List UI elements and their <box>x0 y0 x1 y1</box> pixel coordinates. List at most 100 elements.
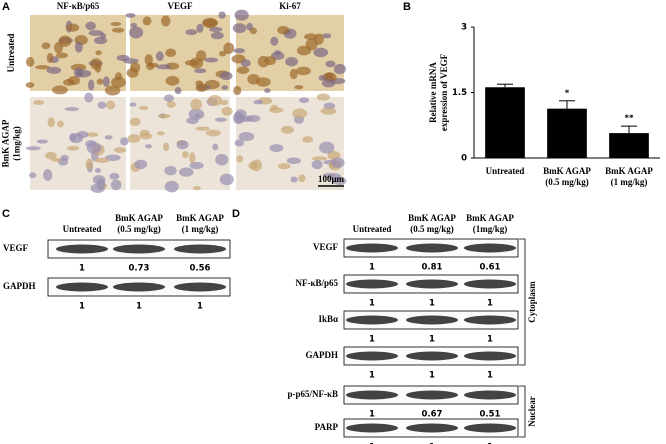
cell <box>313 47 329 58</box>
cell <box>189 161 204 170</box>
cell <box>250 159 263 172</box>
cell <box>51 157 62 162</box>
cell <box>332 176 347 186</box>
cell <box>333 63 346 75</box>
cell <box>184 59 200 66</box>
y-axis-label: Relative mRNA <box>428 62 438 123</box>
cell <box>166 100 176 108</box>
cell <box>214 117 227 122</box>
cell <box>189 152 196 164</box>
cell <box>85 158 94 170</box>
group-label: Cytoplasm <box>527 281 537 323</box>
cell <box>145 144 153 149</box>
cell <box>247 73 260 85</box>
band-value: 1 <box>487 443 493 444</box>
cell <box>318 75 326 81</box>
cell <box>104 135 113 140</box>
cell <box>45 151 57 160</box>
cell <box>156 131 165 136</box>
cell <box>86 142 102 154</box>
cell <box>25 82 35 88</box>
cell <box>218 50 227 57</box>
cell <box>73 67 84 78</box>
cell <box>74 41 83 53</box>
cell <box>232 23 247 34</box>
band <box>464 243 516 253</box>
cell <box>195 126 210 131</box>
cell <box>125 13 136 18</box>
column-header: (0.5 mg/kg) <box>117 224 161 234</box>
cell <box>70 63 87 71</box>
band <box>406 315 458 325</box>
x-tick-label: BmK AGAP <box>605 166 653 176</box>
cell <box>277 25 290 35</box>
cell <box>298 174 306 183</box>
cell <box>331 157 345 169</box>
row-header: (1mg/kg) <box>12 126 22 161</box>
cell <box>32 99 45 105</box>
cell <box>294 85 304 90</box>
cell <box>164 165 177 176</box>
cell <box>321 79 336 88</box>
cell <box>163 94 174 102</box>
cell <box>139 129 150 136</box>
band <box>113 244 165 254</box>
cell <box>194 113 201 118</box>
cell <box>325 60 336 68</box>
band <box>174 244 226 254</box>
band-value: 1 <box>429 299 435 309</box>
cell <box>161 15 171 27</box>
column-header: BmK AGAP <box>466 213 514 223</box>
band <box>406 423 458 433</box>
band <box>464 279 516 289</box>
panel-label: B <box>403 1 411 13</box>
column-header: (0.5 mg/kg) <box>410 224 454 234</box>
band <box>346 243 398 253</box>
cell <box>292 108 308 119</box>
band-value: 1 <box>369 410 375 420</box>
band <box>56 244 108 254</box>
cell <box>144 54 153 66</box>
cell <box>142 16 152 26</box>
cell <box>127 133 141 143</box>
cell <box>195 50 207 62</box>
cell <box>246 22 253 31</box>
band-value: 1 <box>487 335 493 345</box>
cell <box>285 56 299 67</box>
row-name: GAPDH <box>306 350 339 360</box>
row-header: Untreated <box>6 34 16 73</box>
cell <box>156 64 172 70</box>
cell <box>55 52 68 59</box>
cell <box>47 117 55 128</box>
cell <box>234 113 246 124</box>
band-value: 1 <box>79 302 85 312</box>
cell <box>205 129 221 137</box>
column-header: BmK AGAP <box>408 213 456 223</box>
cell <box>25 56 35 67</box>
cell <box>88 79 95 91</box>
cell <box>221 106 233 116</box>
cell <box>129 26 144 39</box>
cell <box>134 159 148 170</box>
band-value: 1 <box>369 443 375 444</box>
cell <box>246 114 261 123</box>
column-header: NF-κB/p65 <box>57 1 100 11</box>
band-value: 1 <box>369 371 375 381</box>
cell <box>96 178 106 190</box>
cell <box>264 88 271 94</box>
cell <box>102 76 110 87</box>
cell <box>311 160 323 170</box>
cell <box>51 85 68 95</box>
cell <box>93 36 108 45</box>
cell <box>104 154 121 161</box>
cell <box>129 102 137 107</box>
cell <box>233 48 246 54</box>
band-value: 1 <box>487 371 493 381</box>
cell <box>204 57 218 63</box>
band-value: 0.81 <box>422 263 443 273</box>
cell <box>185 29 198 36</box>
cell <box>236 154 244 163</box>
cell <box>253 99 264 105</box>
cell <box>302 136 314 143</box>
cell <box>90 58 102 70</box>
